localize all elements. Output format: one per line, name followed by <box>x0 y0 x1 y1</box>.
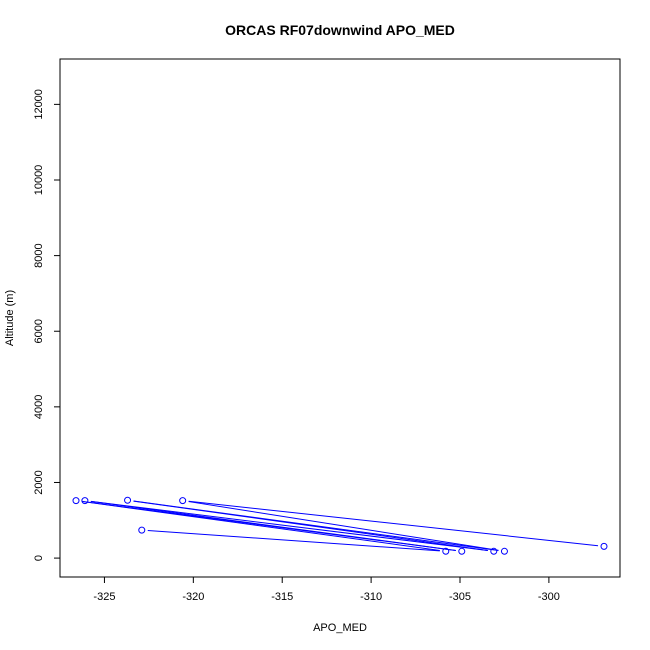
data-point <box>179 497 187 505</box>
x-tick-label: -305 <box>449 591 471 603</box>
data-point <box>442 547 450 555</box>
y-tick-label: 4000 <box>33 395 45 419</box>
x-axis: -325 -320 -315 -310 -305 -300 <box>93 577 560 603</box>
x-tick-label: -325 <box>93 591 115 603</box>
x-axis-label: APO_MED <box>313 622 367 634</box>
data-point <box>600 542 608 550</box>
series-layer <box>72 496 608 555</box>
y-tick-label: 2000 <box>33 470 45 494</box>
x-tick-label: -300 <box>538 591 560 603</box>
data-point <box>138 526 146 534</box>
data-point <box>124 496 132 504</box>
data-point <box>500 547 508 555</box>
series-line-segment <box>90 500 456 551</box>
y-axis-label: Altitude (m) <box>4 290 16 346</box>
y-axis: 0 2000 4000 6000 8000 10000 12000 <box>33 89 60 561</box>
data-point <box>72 497 80 505</box>
chart-title: ORCAS RF07downwind APO_MED <box>225 22 455 38</box>
series-line-segment <box>188 500 599 547</box>
series-line-segment <box>147 530 440 552</box>
data-point <box>81 497 89 505</box>
plot-frame <box>59 58 621 578</box>
x-tick-label: -320 <box>182 591 204 603</box>
series-line-segment <box>133 500 499 551</box>
y-tick-label: 12000 <box>33 89 45 120</box>
x-tick-label: -310 <box>360 591 382 603</box>
data-point <box>458 547 466 555</box>
data-point <box>490 547 498 555</box>
series-line-segment <box>188 501 499 551</box>
x-tick-label: -315 <box>271 591 293 603</box>
y-tick-label: 6000 <box>33 319 45 343</box>
y-tick-label: 0 <box>33 555 45 561</box>
y-tick-label: 10000 <box>33 165 45 196</box>
series-line-segment <box>90 500 488 552</box>
y-tick-label: 8000 <box>33 243 45 267</box>
